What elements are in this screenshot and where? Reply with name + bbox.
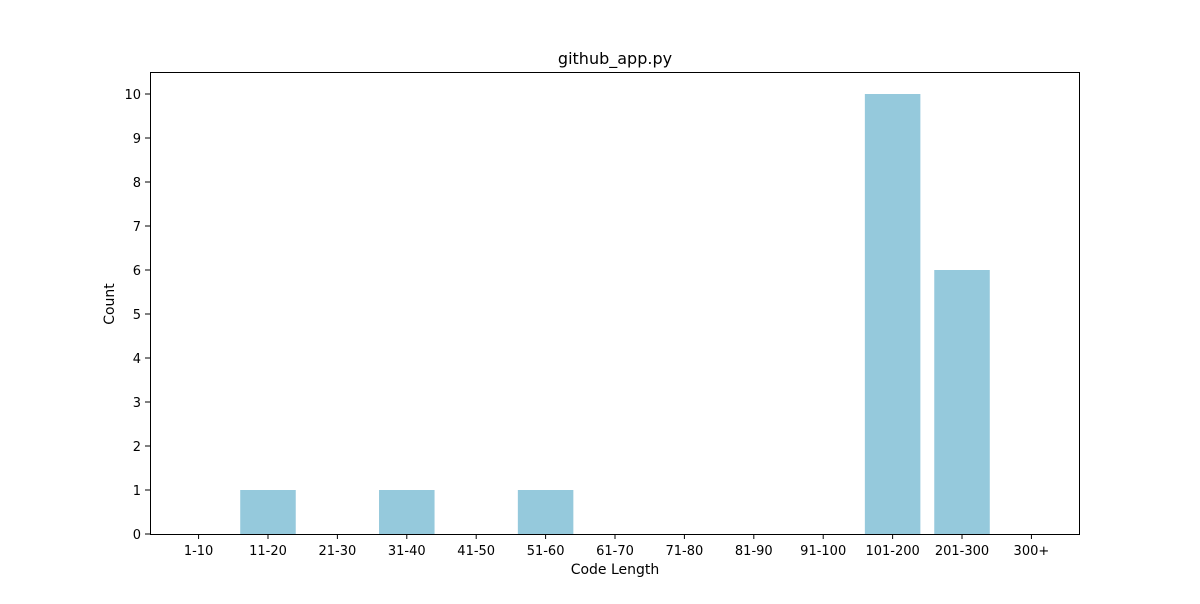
bar-51-60	[517, 490, 574, 534]
x-tick-label: 71-80	[666, 544, 704, 559]
bar-201-300	[934, 270, 990, 534]
chart-title: github_app.py	[558, 49, 672, 69]
bar-31-40	[379, 490, 435, 534]
x-axis-label: Code Length	[571, 562, 660, 578]
y-tick-label: 10	[124, 88, 141, 103]
plot-area-frame	[150, 72, 1080, 535]
y-tick-label: 0	[133, 528, 141, 543]
x-tick-label: 101-200	[865, 544, 919, 559]
x-tick-label: 201-300	[935, 544, 989, 559]
x-tick-label: 11-20	[249, 544, 287, 559]
x-tick-label: 300+	[1014, 544, 1050, 559]
x-tick-label: 1-10	[184, 544, 214, 559]
x-tick-label: 21-30	[318, 544, 356, 559]
y-tick-label: 1	[133, 484, 141, 499]
y-tick-label: 3	[133, 396, 141, 411]
y-tick-label: 7	[133, 220, 141, 235]
x-tick-label: 41-50	[457, 544, 495, 559]
y-tick-label: 9	[133, 132, 141, 147]
bars-layer	[240, 94, 990, 534]
x-tick-label: 81-90	[735, 544, 773, 559]
y-tick-label: 2	[133, 440, 141, 455]
y-axis-ticks: 0 1 2 3 4 5 6 7 8 9 10	[124, 88, 150, 543]
x-tick-label: 91-100	[800, 544, 846, 559]
bar-11-20	[240, 490, 296, 534]
bar-101-200	[864, 94, 921, 534]
x-axis-ticks: 1-10 11-20 21-30 31-40 41-50 51-60 61-70 71-80 8…	[184, 534, 1049, 559]
y-tick-label: 8	[133, 176, 141, 191]
y-axis-label: Count	[102, 283, 118, 325]
x-tick-label: 61-70	[596, 544, 634, 559]
y-tick-label: 4	[133, 352, 141, 367]
y-tick-label: 6	[133, 264, 141, 279]
x-tick-label: 31-40	[388, 544, 426, 559]
x-tick-label: 51-60	[527, 544, 565, 559]
y-tick-label: 5	[133, 308, 141, 323]
